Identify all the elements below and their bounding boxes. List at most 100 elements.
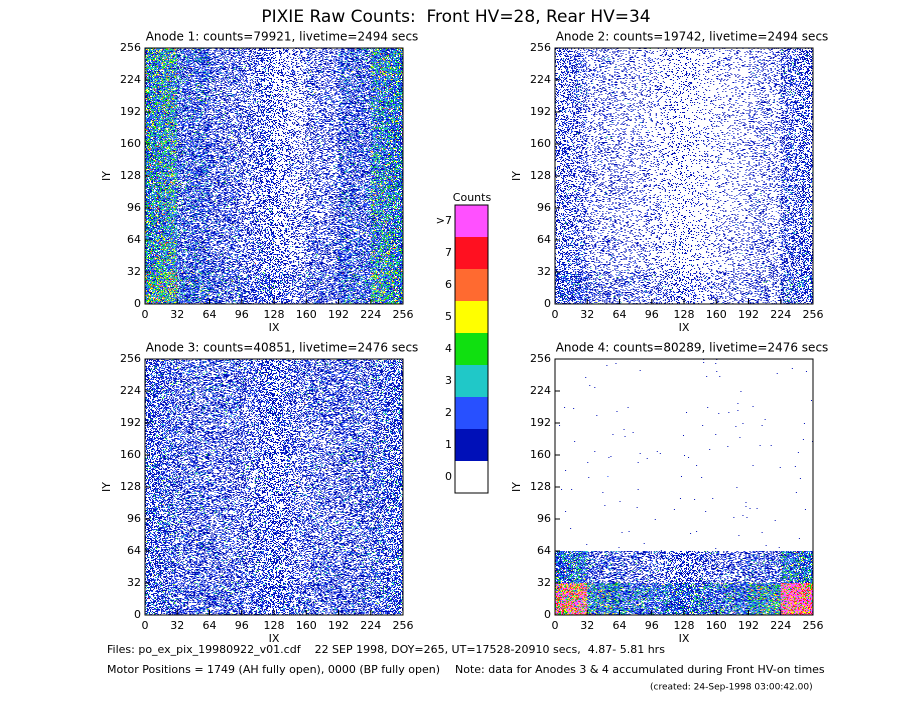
heatmap-cell [716,48,749,80]
x-tick-label: 32 [170,308,184,321]
pixel-group [145,48,178,80]
y-tick-label: 224 [120,384,141,397]
y-tick-label: 32 [537,576,551,589]
pixel-group [651,583,684,615]
heatmap-cell [555,80,588,112]
heatmap-cell [587,208,620,240]
x-axis-label: IX [269,632,280,645]
pixel-group [652,584,684,615]
pixel-group [370,208,403,240]
pixel-group [306,423,339,455]
pixel-group [254,522,265,530]
pixel-group [716,551,749,583]
pixel-group [780,272,813,304]
pixel-group [736,224,738,225]
heatmap-cell [370,455,403,487]
heatmap-cell [780,240,813,272]
y-tick-label: 160 [120,448,141,461]
pixel-group [241,240,274,272]
pixel-group [145,359,178,391]
pixel-group [370,272,403,304]
heatmap-cell [680,476,682,477]
pixel-group [209,240,242,272]
heatmap-cell [684,208,717,240]
pixel-group [209,359,242,390]
colorbar-box [455,429,488,461]
heatmap-cell [209,423,242,455]
x-tick-label: 192 [328,619,349,632]
pixel-group [780,112,813,144]
pixel-group [780,48,813,80]
pixel-group [209,144,242,176]
pixel-group [241,208,274,240]
pixel-group [780,551,813,583]
heatmap-cell [338,359,371,391]
pixel-group [587,551,620,583]
heatmap-cell [145,551,178,583]
x-tick-label: 224 [360,619,381,632]
pixel-group [148,598,150,599]
colorbar-title: Counts [453,191,492,204]
pixel-group [639,370,641,371]
pixel-group [748,583,781,615]
heatmap-cell [274,391,307,423]
heatmap-cell [241,583,274,615]
pixel-group [587,272,620,304]
heatmap-cell [798,538,800,539]
pixel-group [306,551,339,583]
pixel-group [274,551,307,583]
pixel-group [555,48,588,80]
heatmap-cell [684,583,717,615]
pixel-group [619,240,652,272]
colorbar-label: 3 [445,374,452,387]
pixel-group [620,144,645,176]
heatmap-cell [209,112,242,144]
heatmap-cell [619,551,652,583]
pixel-group [177,272,210,304]
pixel-group [338,112,371,144]
pixel-group [373,519,400,551]
pixel-group [748,551,781,583]
pixel-group [748,583,781,615]
pixel-group [145,176,178,208]
pixel-group [748,112,781,144]
pixel-group [370,455,403,487]
heatmap-cell [748,112,781,144]
pixel-group [214,158,216,159]
pixel-group [206,260,208,261]
heatmap-cell [145,48,178,80]
y-tick-label: 192 [530,105,551,118]
heatmap-cell [748,48,781,80]
pixel-group [209,551,242,583]
pixel-group [307,560,309,561]
pixel-group [684,551,716,583]
pixel-group [145,235,156,238]
heatmap-cell [306,551,339,583]
heatmap-cell [619,240,652,272]
heatmap-cell [716,208,749,240]
pixel-group [274,391,307,423]
y-tick-label: 0 [134,297,141,310]
pixel-group [247,128,249,129]
heatmap-cell [145,80,178,112]
pixel-group [651,272,684,304]
colorbar-label: 0 [445,470,452,483]
pixel-group [338,208,371,240]
pixel-group [209,423,242,455]
heatmap-cell [338,112,371,144]
heatmap-cell [209,240,242,272]
heatmap-cell [145,176,178,208]
heatmap-cell [306,519,339,551]
pixel-group [243,275,274,302]
x-tick-label: 160 [706,619,727,632]
heatmap-cell [209,551,242,583]
x-tick-label: 256 [803,308,824,321]
x-tick-label: 192 [738,619,759,632]
heatmap-cell [209,176,242,208]
colorbar-label: 7 [445,246,452,259]
pixel-group [555,551,588,583]
heatmap-cell [716,144,749,176]
pixel-group [209,176,242,208]
heatmap-cell [370,80,403,112]
pixel-group [370,112,403,144]
